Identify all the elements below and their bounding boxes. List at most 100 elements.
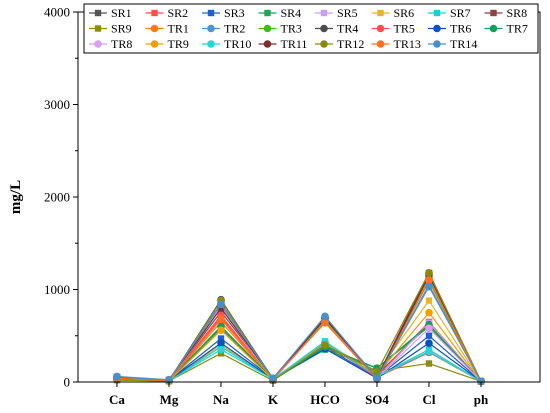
legend-item-tr11: TR11 [258, 37, 308, 51]
data-point [425, 347, 433, 356]
data-point [217, 339, 225, 347]
plot-frame [77, 11, 541, 383]
legend-label: SR1 [111, 6, 132, 20]
data-point [477, 377, 485, 386]
x-tick-label: Mg [160, 392, 179, 407]
axes-layer: 0 1000 2000 3000 4000 Ca Mg Na K HCO SO4 Cl ph [44, 5, 541, 407]
data-point [425, 324, 433, 333]
data-point [425, 269, 433, 277]
legend-label: SR8 [507, 6, 528, 20]
legend-item-tr12: TR12 [315, 37, 364, 51]
legend-label: SR6 [394, 6, 415, 20]
data-point [425, 282, 433, 291]
x-tick-label: Cl [423, 392, 436, 407]
legend-item-tr3: TR3 [258, 22, 302, 36]
legend-label: SR3 [224, 6, 245, 20]
legend-label: TR1 [168, 22, 189, 36]
series-line [116, 341, 482, 382]
legend-label: TR11 [281, 37, 308, 51]
y-tick-label: 1000 [44, 282, 70, 297]
legend-label: TR6 [450, 22, 471, 36]
data-point [373, 368, 381, 376]
legend-item-sr9: SR9 [89, 22, 132, 36]
legend-marker [263, 24, 272, 33]
legend-marker [377, 9, 384, 17]
legend-item-sr8: SR8 [484, 6, 528, 20]
x-tick-label: Na [213, 392, 229, 407]
legend-item-tr9: TR9 [145, 37, 189, 51]
data-point [425, 297, 433, 304]
legend-item-tr4: TR4 [315, 22, 358, 36]
y-tick-label: 3000 [44, 97, 70, 112]
data-point [217, 300, 225, 309]
data-point [321, 318, 329, 326]
legend-marker [320, 40, 328, 48]
legend-label: TR13 [394, 37, 421, 51]
data-point [269, 374, 277, 383]
legend-label: TR5 [394, 22, 415, 36]
x-tick-label: SO4 [365, 392, 389, 407]
x-tick-label: ph [474, 392, 489, 407]
series-line [116, 285, 482, 382]
legend-item-sr1: SR1 [89, 6, 132, 20]
legend-label: SR9 [111, 22, 132, 36]
legend-marker [376, 24, 385, 33]
legend-item-tr8: TR8 [89, 37, 132, 51]
legend-label: TR3 [281, 22, 302, 36]
legend-item-tr5: TR5 [371, 22, 415, 36]
y-tick-label: 2000 [44, 190, 70, 205]
legend-label: TR8 [111, 37, 132, 51]
series-layer [113, 269, 485, 386]
series-line [116, 278, 482, 382]
legend-item-tr14: TR14 [428, 37, 477, 51]
data-point [425, 332, 433, 339]
legend-marker [376, 40, 385, 48]
legend-marker [94, 25, 102, 32]
x-tick-label: HCO [310, 392, 340, 407]
data-point [217, 335, 225, 342]
y-axis-title: mg/L [8, 180, 24, 214]
legend-label: SR5 [337, 6, 358, 20]
legend-marker [207, 9, 215, 17]
legend-item-sr6: SR6 [371, 6, 415, 20]
data-point [217, 345, 225, 354]
data-point [425, 360, 433, 367]
legend-marker [151, 9, 158, 17]
data-point [373, 374, 381, 383]
legend-marker [263, 40, 272, 48]
data-point [321, 341, 329, 349]
legend-marker [433, 40, 441, 48]
legend-marker [264, 9, 271, 17]
legend-marker [489, 24, 498, 33]
legend-marker [207, 40, 215, 48]
legend-marker [150, 40, 159, 48]
legend-label: TR2 [224, 22, 245, 36]
legend-marker [433, 9, 441, 17]
legend-marker [94, 9, 102, 17]
legend-label: SR7 [450, 6, 471, 20]
legend-item-tr6: TR6 [428, 22, 471, 36]
data-point [425, 276, 433, 285]
legend-marker [150, 24, 159, 33]
data-point [217, 326, 225, 335]
legend-label: SR4 [281, 6, 302, 20]
legend-item-sr7: SR7 [428, 6, 471, 20]
legend-marker [490, 9, 497, 17]
legend-label: TR10 [224, 37, 251, 51]
legend-label: TR9 [168, 37, 189, 51]
legend-item-tr1: TR1 [145, 22, 189, 36]
data-point [425, 339, 433, 347]
x-tick-label: K [268, 392, 279, 407]
y-tick-label: 4000 [44, 5, 70, 20]
data-point [425, 308, 433, 317]
legend-label: TR12 [337, 37, 364, 51]
legend-item-sr2: SR2 [145, 6, 189, 20]
legend-label: SR2 [168, 6, 189, 20]
x-tick-label: Ca [109, 392, 125, 407]
legend-item-sr4: SR4 [258, 6, 302, 20]
legend-marker [207, 24, 215, 33]
data-point [321, 312, 329, 321]
legend-marker [320, 9, 328, 17]
data-point [217, 315, 225, 323]
